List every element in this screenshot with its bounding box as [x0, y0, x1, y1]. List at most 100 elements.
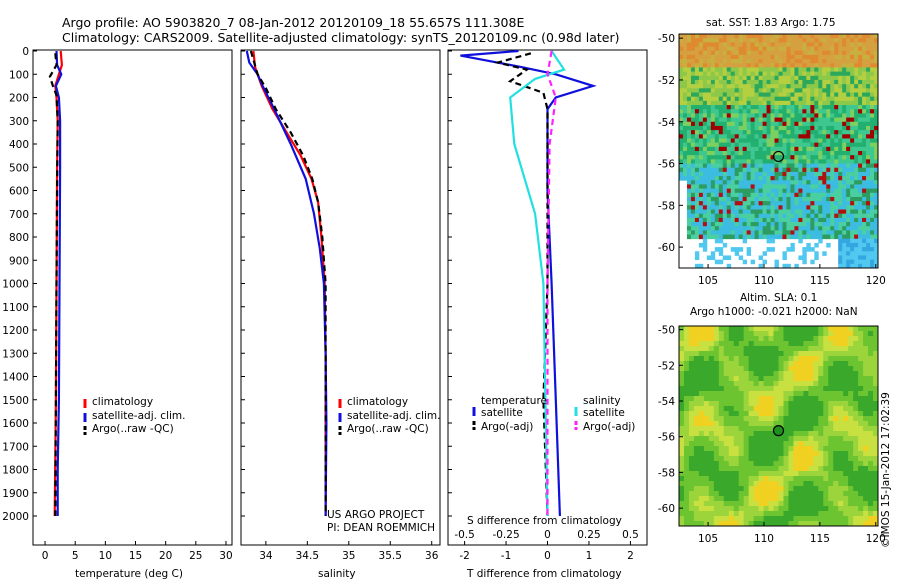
- legend-label-s-argo: Argo(-adj): [583, 421, 635, 433]
- sst-cell: [846, 50, 851, 56]
- sst-cell: [742, 196, 748, 202]
- sst-cell: [870, 171, 875, 177]
- sst-cell: [838, 234, 843, 240]
- sst-cell: [706, 176, 712, 181]
- sst-cell: [738, 117, 744, 123]
- sst-cell: [770, 79, 775, 85]
- sla-cell: [753, 456, 760, 462]
- sst-cell: [738, 88, 744, 93]
- sla-cell: [698, 431, 705, 437]
- sla-cell: [843, 381, 849, 387]
- sst-cell: [710, 234, 716, 240]
- sst-cell: [802, 159, 807, 164]
- sla-cell: [733, 326, 740, 332]
- sst-cell: [702, 117, 708, 123]
- sst-cell: [766, 176, 771, 181]
- sst-cell: [686, 88, 692, 93]
- sla-cell: [798, 386, 804, 392]
- sst-cell: [734, 63, 740, 68]
- sst-cell: [774, 46, 779, 52]
- sst-cell: [698, 117, 704, 123]
- sst-cell: [778, 109, 783, 114]
- sst-cell: [690, 46, 696, 52]
- sst-cell: [746, 105, 752, 110]
- sst-cell: [810, 176, 815, 181]
- sla-cell: [833, 451, 839, 457]
- sla-cell: [703, 441, 710, 447]
- sst-cell: [758, 188, 763, 194]
- sst-cell: [834, 180, 839, 185]
- sst-cell: [762, 96, 767, 102]
- sst-cell: [802, 121, 807, 127]
- sla-cell: [688, 426, 695, 432]
- sst-cell: [822, 92, 827, 98]
- sst-cell: [718, 113, 724, 118]
- sst-cell: [786, 163, 791, 169]
- sst-cell: [690, 75, 696, 81]
- sla-cell: [778, 391, 784, 397]
- sla-cell: [783, 336, 789, 342]
- sla-cell: [728, 446, 735, 452]
- sst-cell: [710, 59, 716, 64]
- sst-cell: [682, 117, 688, 123]
- sst-cell: [798, 130, 803, 135]
- sst-cell: [806, 100, 811, 106]
- y-tick-label: -56: [658, 432, 675, 444]
- sst-cell: [858, 242, 863, 248]
- sst-cell: [778, 67, 783, 73]
- sla-cell: [703, 331, 710, 337]
- sla-cell: [838, 391, 844, 397]
- sla-cell: [758, 366, 764, 372]
- sla-cell: [708, 351, 715, 357]
- sst-cell: [866, 79, 871, 85]
- sst-cell: [798, 163, 803, 169]
- sla-cell: [838, 411, 844, 417]
- sst-cell: [846, 184, 851, 190]
- sla-cell: [698, 416, 705, 422]
- sla-cell: [838, 336, 844, 342]
- sst-cell: [842, 146, 847, 152]
- sst-cell: [846, 188, 851, 194]
- sst-cell: [830, 226, 835, 231]
- sst-cell: [690, 167, 696, 173]
- sst-cell: [854, 259, 859, 265]
- sst-cell: [806, 184, 811, 190]
- sst-cell: [818, 230, 823, 235]
- sla-cell: [798, 346, 804, 352]
- sst-cell: [834, 163, 839, 169]
- sst-cell: [690, 92, 696, 98]
- sst-cell: [798, 138, 803, 144]
- sst-cell: [694, 217, 700, 223]
- sla-cell: [763, 371, 769, 377]
- sla-cell: [828, 446, 834, 452]
- sla-cell: [863, 346, 869, 352]
- sla-cell: [708, 366, 715, 372]
- sla-cell: [768, 481, 774, 487]
- sst-cell: [698, 209, 704, 215]
- sla-cell: [813, 331, 819, 337]
- sst-cell: [686, 92, 692, 98]
- sst-cell: [818, 167, 823, 173]
- sst-cell: [726, 46, 732, 52]
- sst-cell: [842, 46, 847, 52]
- sst-cell: [798, 188, 803, 194]
- sla-cell: [693, 421, 700, 427]
- sla-cell: [853, 466, 859, 472]
- sst-cell: [814, 96, 819, 102]
- sst-cell: [790, 192, 795, 198]
- sla-cell: [723, 521, 730, 527]
- sst-cell: [770, 84, 775, 89]
- sst-cell: [818, 163, 823, 169]
- sst-cell: [846, 251, 851, 256]
- legend-label-satellite: satellite-adj. clim.: [92, 410, 185, 422]
- sst-cell: [746, 138, 752, 144]
- sst-cell: [750, 117, 756, 123]
- sla-cell: [713, 401, 720, 407]
- sst-cell: [702, 163, 708, 169]
- sla-cell: [758, 471, 764, 477]
- sla-cell: [733, 511, 740, 517]
- sst-cell: [679, 67, 684, 73]
- sst-cell: [682, 171, 688, 177]
- sst-cell: [682, 146, 688, 152]
- sst-cell: [830, 171, 835, 177]
